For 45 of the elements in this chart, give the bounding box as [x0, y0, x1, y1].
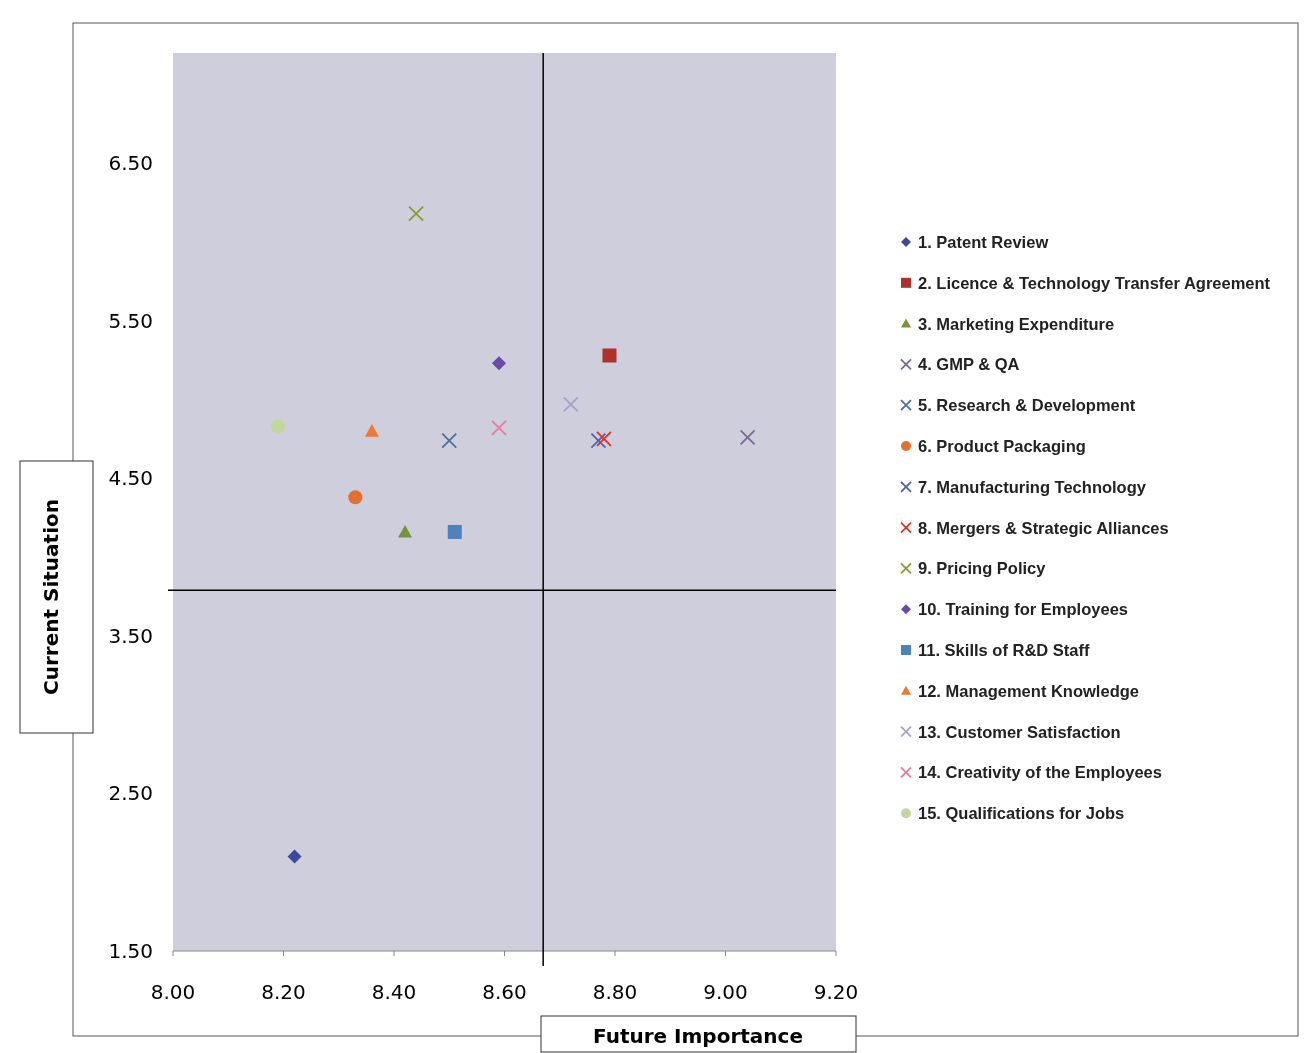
y-tick-label: 4.50	[108, 466, 153, 491]
point	[408, 205, 424, 222]
legend-label: 2. Licence & Technology Transfer Agreement	[918, 273, 1271, 292]
x-tick-label: 9.20	[813, 980, 859, 1004]
point	[596, 431, 612, 447]
legend-label: 10. Training for Employees	[918, 600, 1128, 619]
x-tick-label: 8.60	[482, 980, 527, 1004]
y-tick-label: 2.50	[108, 781, 153, 806]
point	[364, 424, 379, 437]
point	[590, 432, 607, 449]
point	[602, 348, 617, 363]
x-tick-label: 8.00	[150, 980, 196, 1004]
y-tick-label: 1.50	[108, 939, 153, 963]
x-tick-label: 9.00	[703, 980, 748, 1004]
point	[348, 490, 363, 505]
y-tick-label: 3.50	[108, 623, 153, 648]
x-tick-label: 8.80	[592, 980, 638, 1004]
legend-label: 7. Manufacturing Technology	[918, 477, 1147, 496]
legend-label: 13. Customer Satisfaction	[918, 722, 1121, 741]
point	[270, 419, 285, 434]
point	[739, 429, 756, 446]
legend-label: 11. Skills of R&D Staff	[918, 641, 1090, 659]
legend-label: 15. Qualifications for Jobs	[918, 804, 1125, 823]
legend-label: 6. Product Packaging	[918, 437, 1086, 455]
legend-label: 9. Pricing Policy	[918, 559, 1047, 578]
point	[491, 356, 506, 371]
legend-label: 3. Marketing Expenditure	[918, 314, 1115, 333]
legend-label: 1. Patent Review	[918, 233, 1049, 251]
legend-label: 5. Research & Development	[918, 396, 1136, 415]
x-tick-label: 8.20	[261, 980, 306, 1004]
point	[562, 396, 579, 413]
legend-label: 8. Mergers & Strategic Alliances	[918, 518, 1169, 537]
y-axis-title: Current Situation	[39, 499, 63, 695]
legend-label: 14. Creativity of the Employees	[918, 763, 1162, 782]
x-tick-label: 8.40	[371, 980, 417, 1004]
legend-label: 12. Management Knowledge	[918, 681, 1139, 700]
x-axis-title: Future Importance	[592, 1024, 804, 1048]
y-tick-label: 6.50	[108, 151, 153, 176]
legend-label: 4. GMP & QA	[918, 355, 1020, 374]
point	[287, 849, 302, 864]
point	[447, 524, 462, 539]
point	[441, 432, 458, 449]
point	[491, 420, 507, 436]
y-tick-label: 5.50	[108, 308, 153, 333]
point	[398, 524, 413, 538]
